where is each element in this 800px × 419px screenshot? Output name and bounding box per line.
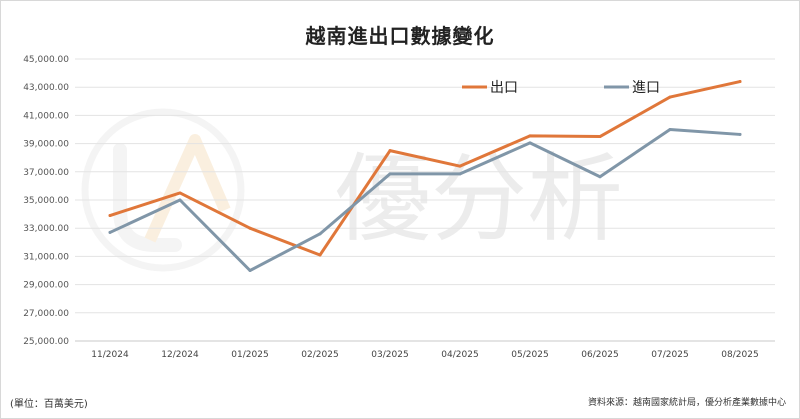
y-tick-label: 37,000.00 [23,168,69,178]
data-point-import [528,141,532,145]
y-tick-label: 31,000.00 [23,252,69,262]
data-point-export [458,164,462,168]
data-point-import [248,269,252,272]
uanalyze-logo-icon [81,108,245,272]
y-axis: 25,000.00 27,000.00 29,000.00 31,000.00 33,0… [23,55,69,347]
y-tick-label: 29,000.00 [23,281,69,291]
series-line-import [108,128,742,272]
x-tick-label: 11/2024 [91,350,129,360]
x-tick-label: 07/2025 [651,350,688,360]
y-tick-label: 25,000.00 [23,337,69,347]
x-tick-label: 05/2025 [511,350,548,360]
series-line-export [108,80,742,257]
source-note: 資料來源：越南國家統計局，優分析產業數據中心 [587,398,786,408]
x-axis: 11/2024 12/2024 01/2025 02/2025 03/2025 04/20… [91,350,758,360]
data-point-import [318,232,322,236]
data-point-import [598,175,602,179]
grid [75,58,775,342]
legend: 出口 進口 [462,80,660,96]
legend-label-import: 進口 [632,80,660,96]
data-point-import [108,230,112,234]
data-point-import [178,198,182,202]
data-point-export [738,80,742,84]
legend-label-export: 出口 [490,80,518,96]
data-point-import [388,172,392,176]
data-point-import [738,132,742,136]
y-tick-label: 43,000.00 [23,83,69,93]
x-tick-label: 08/2025 [721,350,758,360]
y-tick-label: 27,000.00 [23,309,69,319]
x-tick-label: 06/2025 [581,350,618,360]
data-point-export [598,135,602,139]
watermark-text: 優分析 [335,143,623,255]
y-tick-label: 45,000.00 [23,55,69,65]
data-point-export [528,134,532,138]
data-point-export [108,214,112,218]
data-point-export [318,253,322,257]
x-tick-label: 12/2024 [161,350,199,360]
x-tick-label: 02/2025 [301,350,338,360]
data-point-export [388,149,392,153]
y-tick-label: 41,000.00 [23,111,69,121]
legend-item-import: 進口 [604,80,660,96]
legend-item-export: 出口 [462,80,518,96]
series-group [108,80,742,272]
data-point-export [668,95,672,99]
x-tick-label: 01/2025 [231,350,268,360]
unit-note: (單位：百萬美元) [10,399,88,410]
y-tick-label: 33,000.00 [23,224,69,234]
data-point-export [178,191,182,195]
data-point-import [458,172,462,176]
x-tick-label: 03/2025 [371,350,408,360]
chart-title: 越南進出口數據變化 [305,24,495,48]
y-tick-label: 35,000.00 [23,196,69,206]
data-point-import [668,128,672,131]
y-tick-label: 39,000.00 [23,140,69,150]
x-tick-label: 04/2025 [441,350,478,360]
data-point-export [248,226,252,230]
